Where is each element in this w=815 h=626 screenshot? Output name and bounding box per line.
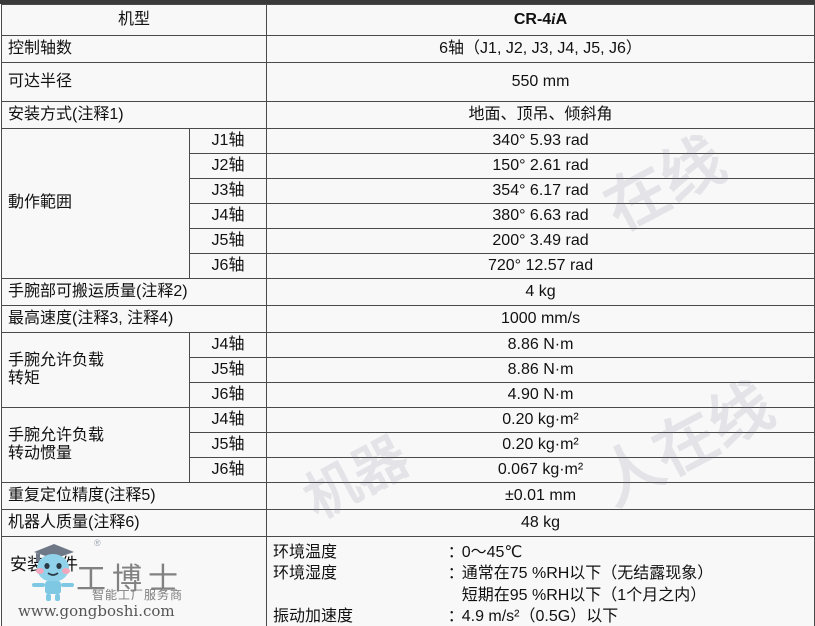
axis-label-j6: J6轴 [188,253,268,279]
table-row: 手腕部可搬运质量(注释2) 4 kg [0,278,815,306]
row-label-motion-range: 動作範囲 [1,128,190,279]
axis-value-j1: 340° 5.93 rad [266,128,815,154]
model-suffix: A [555,10,568,28]
condition-sep-temperature: ： [447,543,464,561]
install-conditions-label: 安装条件 [10,555,78,574]
condition-text-vibration: 4.9 m/s²（0.5G）以下 [461,607,619,625]
table-row: 手腕允许负载 转动惯量 J4轴 0.20 kg·m² [1,407,815,483]
row-label-robot-mass: 机器人质量(注释6) [0,509,268,537]
torque-axis-label-j4: J4轴 [188,332,268,358]
table-row: 可达半径 550 mm [0,62,815,102]
robot-specification-table: 机型 CR-4iA 控制轴数 6轴（J1, J2, J3, J4, J5, J6… [0,4,815,626]
table-row: J5轴 0.20 kg·m² [2,432,815,458]
condition-text-temperature: 0～45℃ [461,543,523,561]
row-value-wrist-payload: 4 kg [266,278,815,306]
condition-key-humidity: 环境湿度 [273,565,338,583]
row-value-mounting: 地面、顶吊、倾斜角 [266,101,815,129]
row-label-wrist-torque: 手腕允许负载 转矩 [1,332,190,408]
row-label-axes-count: 控制轴数 [0,35,268,63]
row-value-robot-mass: 48 kg [266,509,815,537]
row-label-wrist-inertia: 手腕允许负载 转动惯量 [1,407,190,483]
model-prefix: CR-4 [513,10,552,28]
model-italic-i: i [551,10,556,28]
axis-label-j2: J2轴 [188,153,268,179]
row-value-install-conditions: 环境温度 ： 0～45℃ 环境湿度 ： 通常在75 %RH以下（无结露现象） 短… [266,536,815,626]
specification-table-container: 在线 人在线 机器 机型 CR-4iA 控制轴数 6轴（J1, J2, J3, … [0,4,815,626]
table-row: 重复定位精度(注释5) ±0.01 mm [0,482,815,510]
axis-value-j3: 354° 6.17 rad [266,178,815,204]
table-row: J3轴 354° 6.17 rad [2,178,815,204]
table-row: J6轴 720° 12.57 rad [2,253,815,279]
condition-text-humidity-normal: 通常在75 %RH以下（无结露现象） [461,565,714,583]
wrist-inertia-label-line2: 转动惯量 [8,445,73,462]
row-value-reach: 550 mm [266,62,815,102]
table-row: J6轴 4.90 N·m [2,382,815,408]
torque-axis-value-j5: 8.86 N·m [266,357,815,383]
torque-axis-value-j6: 4.90 N·m [266,382,815,408]
condition-key-temperature: 环境温度 [273,543,338,561]
axis-value-j2: 150° 2.61 rad [266,153,815,179]
wrist-torque-label-line1: 手腕允许负载 [8,351,105,369]
axis-value-j4: 380° 6.63 rad [266,203,815,229]
row-label-install-conditions: 安装条件 [0,536,268,626]
wrist-torque-label-line2: 转矩 [8,370,41,387]
axis-value-j5: 200° 3.49 rad [266,228,815,254]
axis-label-j5: J5轴 [188,228,268,254]
axis-label-j3: J3轴 [188,178,268,204]
table-row: J5轴 200° 3.49 rad [2,228,815,254]
torque-axis-label-j6: J6轴 [188,382,268,408]
torque-axis-label-j5: J5轴 [188,357,268,383]
table-row: 手腕允许负载 转矩 J4轴 8.86 N·m [1,332,815,408]
table-row: 動作範囲 J1轴 340° 5.93 rad [1,128,815,279]
condition-sep-vibration: ： [447,607,464,625]
header-model-cell: CR-4iA [266,4,815,36]
axis-label-j1: J1轴 [188,128,268,154]
row-label-max-speed: 最高速度(注释3, 注释4) [0,305,268,333]
top-cropped-strip [0,0,815,4]
inertia-axis-label-j6: J6轴 [188,457,268,483]
table-row: 机器人质量(注释6) 48 kg [0,509,815,537]
row-value-repeatability: ±0.01 mm [266,482,815,510]
row-label-repeatability: 重复定位精度(注释5) [0,482,268,510]
inertia-axis-value-j5: 0.20 kg·m² [266,432,815,458]
table-row: 安装条件 环境温度 ： 0～45℃ 环境湿度 ： 通常在75 %RH以下（无结露… [0,536,815,626]
condition-text-humidity-short: 短期在95 %RH以下（1个月之内） [461,586,707,604]
table-header-row: 机型 CR-4iA [0,4,815,36]
axis-value-j6: 720° 12.57 rad [266,253,815,279]
inertia-axis-value-j4: 0.20 kg·m² [266,407,815,433]
condition-sep-humidity: ： [447,565,464,583]
row-value-axes-count: 6轴（J1, J2, J3, J4, J5, J6） [266,35,815,63]
axis-label-j4: J4轴 [188,203,268,229]
torque-axis-value-j4: 8.86 N·m [266,332,815,358]
install-conditions-grid: 环境温度 ： 0～45℃ 环境湿度 ： 通常在75 %RH以下（无结露现象） 短… [273,544,808,626]
table-row: 最高速度(注释3, 注释4) 1000 mm/s [0,305,815,333]
condition-key-vibration: 振动加速度 [273,607,354,625]
row-label-mounting: 安装方式(注释1) [0,101,268,129]
inertia-axis-value-j6: 0.067 kg·m² [266,457,815,483]
row-label-wrist-payload: 手腕部可搬运质量(注释2) [0,278,268,306]
table-row: 控制轴数 6轴（J1, J2, J3, J4, J5, J6） [0,35,815,63]
table-row: J5轴 8.86 N·m [2,357,815,383]
wrist-inertia-label-line1: 手腕允许负载 [8,426,105,444]
inertia-axis-label-j4: J4轴 [188,407,268,433]
row-value-max-speed: 1000 mm/s [266,305,815,333]
header-label-cell: 机型 [0,4,268,36]
row-label-reach: 可达半径 [0,62,268,102]
table-row: 安装方式(注释1) 地面、顶吊、倾斜角 [0,101,815,129]
inertia-axis-label-j5: J5轴 [188,432,268,458]
